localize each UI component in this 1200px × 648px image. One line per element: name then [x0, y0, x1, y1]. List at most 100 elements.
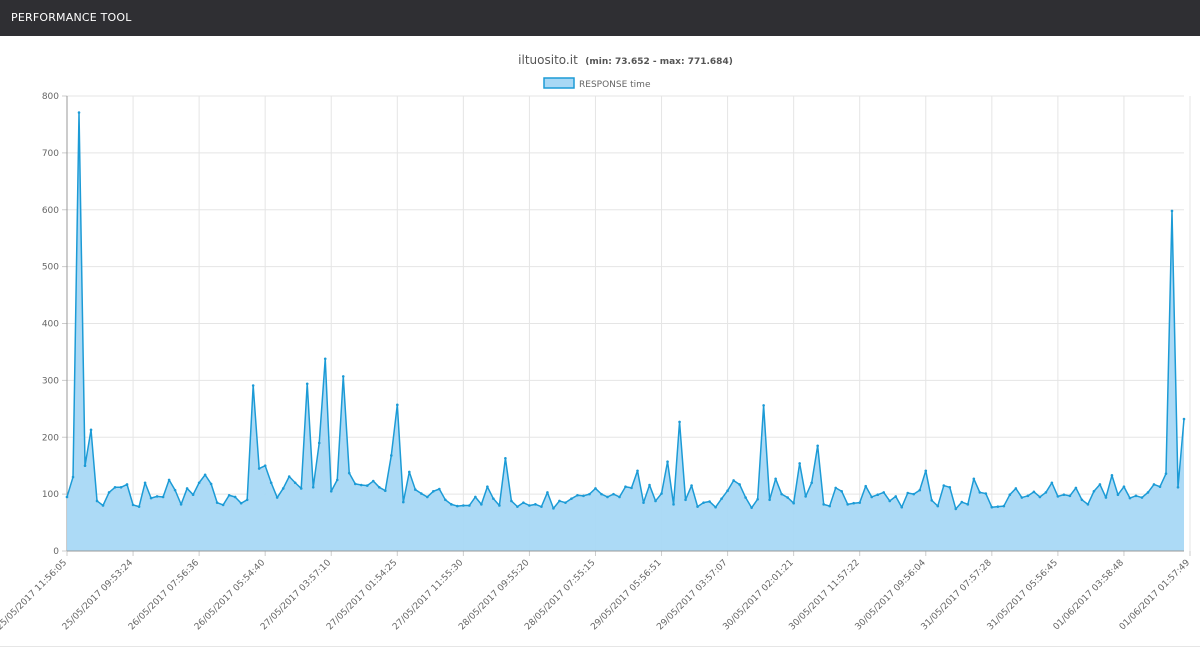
data-point[interactable]	[408, 470, 411, 474]
data-point[interactable]	[468, 504, 471, 507]
data-point[interactable]	[552, 507, 555, 510]
data-point[interactable]	[287, 475, 291, 478]
data-point[interactable]	[930, 499, 934, 502]
data-point[interactable]	[522, 501, 525, 504]
data-point[interactable]	[426, 495, 429, 499]
data-point[interactable]	[912, 492, 916, 496]
data-point[interactable]	[341, 375, 345, 378]
data-point[interactable]	[383, 489, 387, 493]
data-point[interactable]	[966, 503, 970, 506]
data-point[interactable]	[660, 492, 663, 495]
data-point[interactable]	[732, 479, 735, 482]
data-point[interactable]	[828, 504, 831, 508]
data-point[interactable]	[918, 488, 922, 492]
data-point[interactable]	[858, 501, 862, 504]
data-point[interactable]	[618, 495, 621, 499]
data-point[interactable]	[1062, 493, 1066, 496]
data-point[interactable]	[1044, 491, 1048, 494]
data-point[interactable]	[95, 499, 99, 503]
data-point[interactable]	[1020, 496, 1024, 499]
data-point[interactable]	[504, 456, 507, 460]
data-point[interactable]	[1134, 494, 1138, 498]
data-point[interactable]	[191, 493, 195, 496]
data-point[interactable]	[1002, 504, 1006, 508]
data-point[interactable]	[654, 499, 657, 503]
data-point[interactable]	[89, 428, 93, 432]
data-point[interactable]	[492, 497, 495, 500]
data-point[interactable]	[65, 495, 69, 499]
data-point[interactable]	[197, 481, 201, 485]
data-point[interactable]	[666, 460, 669, 464]
data-point[interactable]	[840, 489, 843, 493]
data-point[interactable]	[420, 492, 423, 495]
data-point[interactable]	[203, 473, 207, 477]
data-point[interactable]	[1140, 496, 1144, 499]
data-point[interactable]	[1122, 485, 1126, 489]
data-point[interactable]	[882, 491, 886, 494]
data-point[interactable]	[275, 496, 279, 499]
data-point[interactable]	[738, 483, 741, 486]
data-point[interactable]	[702, 501, 705, 504]
data-point[interactable]	[870, 495, 874, 499]
data-point[interactable]	[149, 496, 153, 500]
data-point[interactable]	[852, 501, 855, 505]
data-point[interactable]	[365, 484, 369, 487]
data-point[interactable]	[257, 467, 261, 470]
data-point[interactable]	[996, 505, 1000, 508]
data-point[interactable]	[1116, 493, 1120, 496]
data-point[interactable]	[798, 462, 801, 465]
data-point[interactable]	[107, 491, 111, 494]
data-point[interactable]	[810, 481, 813, 485]
data-point[interactable]	[239, 501, 243, 505]
data-point[interactable]	[834, 486, 837, 490]
data-point[interactable]	[942, 484, 946, 487]
data-point[interactable]	[474, 495, 477, 499]
data-point[interactable]	[678, 420, 681, 424]
data-point[interactable]	[816, 444, 819, 448]
data-point[interactable]	[1068, 494, 1072, 498]
data-point[interactable]	[594, 487, 597, 490]
data-point[interactable]	[1086, 503, 1090, 506]
data-point[interactable]	[353, 482, 357, 486]
data-point[interactable]	[227, 493, 231, 497]
data-point[interactable]	[71, 475, 75, 479]
chart-legend[interactable]: RESPONSE time	[543, 77, 651, 90]
legend-swatch[interactable]	[543, 77, 575, 89]
data-point[interactable]	[1110, 474, 1114, 477]
data-point[interactable]	[630, 486, 633, 490]
data-point[interactable]	[750, 506, 753, 510]
data-point[interactable]	[588, 492, 591, 496]
data-point[interactable]	[293, 481, 297, 485]
data-point[interactable]	[396, 403, 399, 407]
data-point[interactable]	[347, 471, 351, 475]
data-point[interactable]	[1074, 486, 1078, 490]
data-point[interactable]	[756, 497, 759, 501]
data-point[interactable]	[462, 504, 465, 507]
data-point[interactable]	[762, 404, 765, 407]
data-point[interactable]	[642, 501, 645, 504]
data-point[interactable]	[1056, 495, 1060, 498]
data-point[interactable]	[161, 495, 165, 499]
data-point[interactable]	[1182, 417, 1186, 421]
data-point[interactable]	[726, 489, 729, 493]
data-point[interactable]	[1092, 489, 1096, 493]
data-point[interactable]	[528, 504, 531, 507]
data-point[interactable]	[600, 492, 603, 496]
data-point[interactable]	[612, 492, 615, 496]
data-point[interactable]	[143, 481, 147, 485]
data-point[interactable]	[876, 493, 880, 496]
data-point[interactable]	[335, 478, 339, 482]
data-point[interactable]	[540, 505, 543, 508]
data-point[interactable]	[978, 491, 982, 494]
data-point[interactable]	[888, 499, 892, 503]
data-point[interactable]	[233, 495, 237, 499]
data-point[interactable]	[323, 357, 327, 361]
data-point[interactable]	[960, 500, 964, 504]
data-point[interactable]	[155, 495, 159, 498]
data-point[interactable]	[498, 504, 501, 507]
data-point[interactable]	[1014, 487, 1018, 490]
data-point[interactable]	[131, 503, 135, 507]
data-point[interactable]	[119, 486, 123, 489]
data-point[interactable]	[125, 483, 129, 486]
data-point[interactable]	[480, 503, 483, 506]
